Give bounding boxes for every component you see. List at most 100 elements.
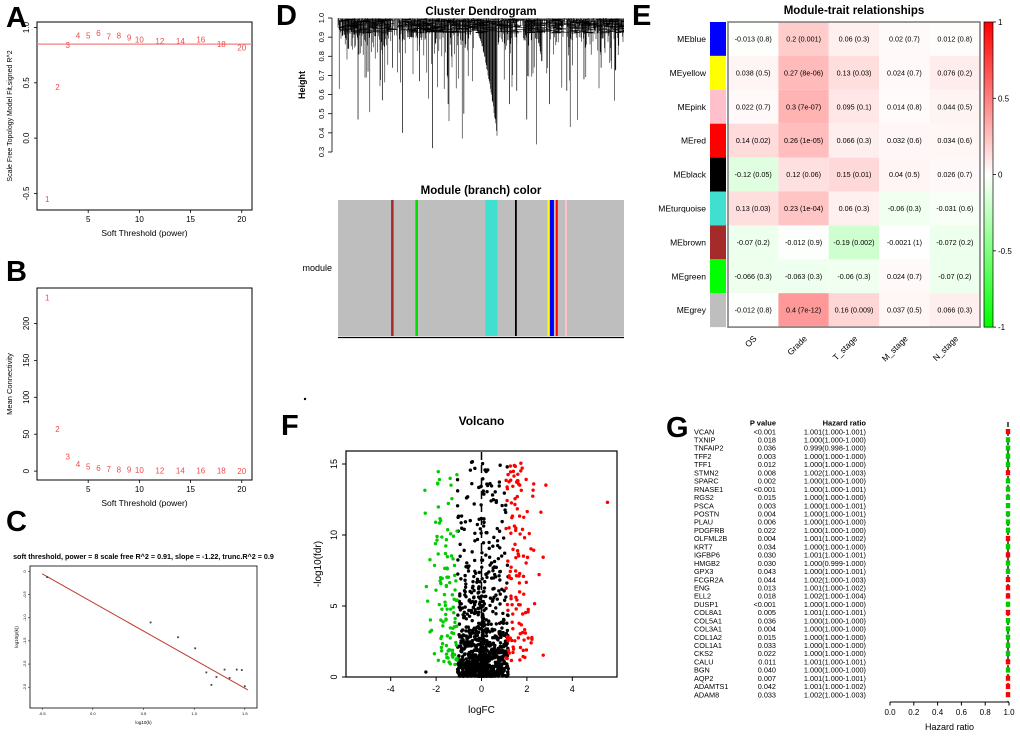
point-ns (494, 611, 498, 616)
x-tick-label: 4 (570, 684, 575, 694)
heatmap-cell-value: 0.066 (0.3) (837, 136, 872, 145)
point-down (448, 648, 452, 652)
point-down (433, 541, 438, 546)
point-ns (501, 611, 505, 616)
point-ns (474, 634, 479, 638)
heatmap-cell (929, 293, 980, 328)
point-ns (495, 654, 499, 658)
point-ns (457, 654, 461, 658)
point-down (444, 544, 448, 548)
point-ns (455, 478, 460, 482)
point-up (513, 542, 517, 547)
point-ns (462, 652, 467, 657)
point-down (435, 481, 440, 485)
heatmap-cell (879, 191, 930, 226)
module-row-label: MEyellow (670, 68, 707, 78)
point-ns (478, 580, 482, 584)
point-ns (487, 555, 492, 559)
point-ns (482, 492, 486, 496)
point-ns (483, 468, 487, 472)
point-up (516, 636, 521, 640)
x-axis-label: log10(k) (135, 720, 152, 725)
point-ns (469, 656, 473, 660)
point-down (428, 618, 433, 622)
point-ns (463, 578, 467, 582)
point-up (526, 636, 530, 640)
heatmap-cell (879, 22, 930, 56)
gene-p-value: 0.004 (758, 510, 776, 519)
y-tick-label: 0.3 (317, 147, 326, 157)
heatmap-cell-value: 0.024 (0.7) (887, 68, 922, 77)
plot-box (36, 21, 253, 211)
y-tick-label: 0 (22, 570, 27, 573)
point-up (524, 580, 529, 585)
point-ns (462, 614, 467, 619)
point-down (435, 538, 439, 542)
heatmap-cell-value: -0.07 (0.2) (938, 272, 971, 281)
point-ns (498, 546, 502, 550)
data-point (149, 621, 152, 624)
point-ns (499, 671, 503, 675)
point-down (453, 662, 457, 667)
point-ns (460, 666, 464, 671)
y-tick-label: -1.5 (22, 637, 27, 645)
point-ns (485, 648, 489, 652)
point-ns (502, 642, 506, 647)
point-ns (480, 461, 485, 466)
x-tick-label: 15 (186, 215, 195, 224)
point-ns (477, 585, 481, 589)
point-ns (468, 518, 472, 523)
gene-hazard-ratio: 1.002(1.000-1.003) (804, 690, 866, 699)
point-ns (463, 585, 468, 589)
point-down (423, 488, 427, 493)
gene-p-value: <0.001 (753, 427, 776, 436)
hr-marker (1005, 527, 1011, 533)
point-ns (473, 607, 477, 612)
x-tick-label: 10 (135, 485, 144, 494)
gene-hazard-ratio: 1.000(1.000-1.000) (804, 625, 866, 634)
point-ns (424, 670, 428, 674)
point-down (439, 581, 443, 586)
point-ns (496, 556, 501, 561)
heatmap-cell-value: 0.012 (0.8) (937, 34, 972, 43)
hr-marker (1005, 494, 1011, 500)
point-ns (475, 580, 479, 584)
point-ns (487, 651, 492, 655)
point-up (518, 658, 522, 662)
point-down (445, 528, 450, 532)
point-up (508, 464, 513, 468)
hr-marker (1005, 585, 1011, 591)
heatmap-cell (778, 55, 829, 90)
point-ns (494, 565, 498, 570)
power-point-label: 1 (45, 294, 50, 303)
point-ns (472, 574, 476, 579)
point-ns (482, 517, 486, 521)
point-up (522, 515, 526, 519)
heatmap-cell-value: 0.044 (0.5) (937, 102, 972, 111)
point-up (517, 514, 522, 518)
heatmap-cell-value: 0.12 (0.06) (786, 170, 821, 179)
point-ns (501, 630, 505, 635)
point-ns (490, 636, 495, 640)
point-up (514, 555, 518, 560)
heatmap-cell (728, 225, 779, 260)
hr-axis-tick-label: 0.0 (884, 708, 896, 717)
point-down (428, 557, 432, 562)
point-ns (456, 613, 460, 617)
x-tick-label: 5 (86, 215, 91, 224)
gene-p-value: 0.018 (758, 592, 776, 601)
point-up (507, 480, 511, 484)
point-ns (467, 608, 471, 613)
heatmap-cell-value: -0.19 (0.002) (833, 238, 874, 247)
point-ns (497, 484, 501, 488)
power-point-label: 14 (176, 37, 185, 46)
heatmap-cell (879, 225, 930, 260)
point-ns (480, 660, 484, 665)
y-tick-label: 0 (329, 674, 339, 679)
trait-column-label: T_stage (831, 333, 860, 362)
heatmap-cell-value: 0.037 (0.5) (887, 306, 922, 315)
point-ns (491, 566, 495, 570)
point-ns (476, 621, 481, 626)
y-tick-label: 0.5 (317, 108, 326, 118)
colorbar-tick-label: -0.5 (998, 247, 1012, 256)
